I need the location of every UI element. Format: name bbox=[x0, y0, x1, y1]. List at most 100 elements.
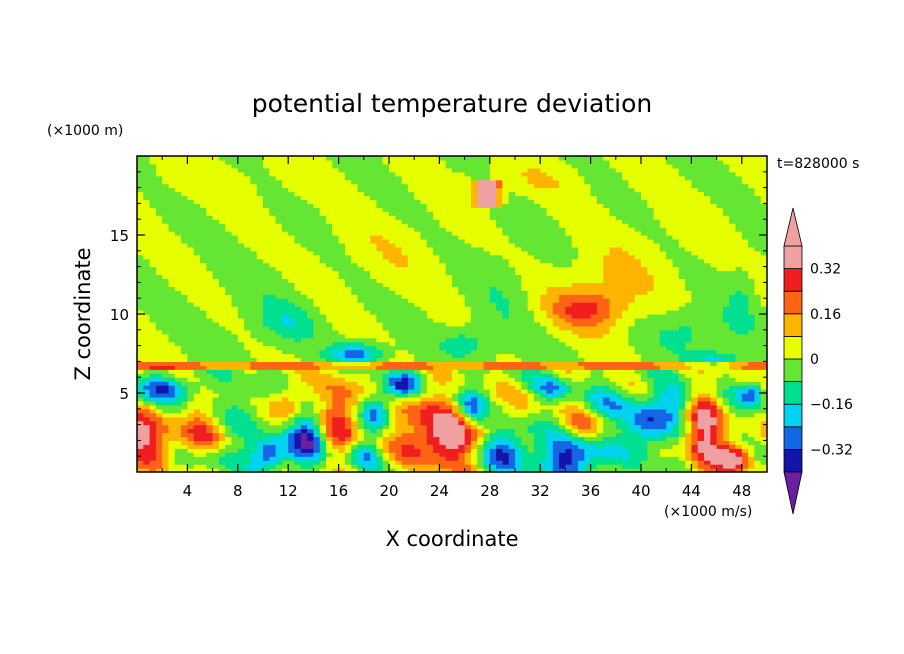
contour-cell bbox=[622, 416, 629, 422]
contour-cell bbox=[470, 408, 478, 414]
contour-cell bbox=[622, 456, 629, 461]
contour-cell bbox=[502, 310, 510, 315]
contour-cell bbox=[382, 325, 390, 331]
contour-cell bbox=[716, 361, 724, 366]
contour-cell bbox=[445, 400, 453, 406]
contour-cell bbox=[748, 294, 755, 299]
contour-cell bbox=[508, 317, 516, 323]
contour-cell bbox=[269, 282, 277, 287]
contour-cell bbox=[363, 337, 371, 343]
contour-cell bbox=[263, 310, 270, 315]
contour-cell bbox=[281, 412, 289, 418]
contour-cell bbox=[193, 424, 201, 430]
contour-cell bbox=[641, 306, 648, 311]
contour-cell bbox=[269, 329, 277, 335]
contour-cell bbox=[174, 310, 182, 315]
contour-cell bbox=[508, 286, 516, 291]
contour-cell bbox=[754, 365, 762, 370]
contour-cell bbox=[401, 329, 409, 335]
contour-cell bbox=[578, 381, 585, 386]
contour-cell bbox=[672, 325, 680, 331]
contour-cell bbox=[729, 440, 737, 445]
contour-cell bbox=[735, 416, 743, 422]
contour-cell bbox=[678, 460, 686, 465]
contour-cell bbox=[313, 416, 321, 422]
contour-cell bbox=[363, 408, 371, 414]
contour-cell bbox=[319, 333, 327, 339]
contour-cell bbox=[218, 408, 226, 414]
contour-cell bbox=[540, 302, 548, 307]
contour-cell bbox=[496, 294, 503, 299]
contour-cell bbox=[319, 353, 327, 359]
contour-cell bbox=[281, 464, 289, 469]
contour-cell bbox=[307, 310, 314, 315]
contour-cell bbox=[508, 460, 516, 465]
contour-cell bbox=[439, 468, 447, 472]
contour-cell bbox=[634, 317, 642, 323]
contour-cell bbox=[363, 436, 371, 441]
contour-cell bbox=[685, 377, 692, 382]
contour-cell bbox=[697, 345, 705, 351]
contour-cell bbox=[237, 361, 245, 366]
contour-cell bbox=[578, 361, 585, 366]
contour-cell bbox=[615, 432, 623, 438]
contour-cell bbox=[313, 365, 321, 370]
contour-cell bbox=[496, 361, 503, 366]
contour-cell bbox=[244, 274, 251, 280]
contour-cell bbox=[540, 393, 548, 398]
contour-cell bbox=[729, 329, 737, 335]
contour-cell bbox=[401, 369, 409, 374]
contour-cell bbox=[489, 317, 497, 323]
contour-cell bbox=[269, 321, 277, 327]
contour-cell bbox=[250, 317, 258, 323]
contour-cell bbox=[149, 286, 157, 291]
contour-cell bbox=[313, 428, 321, 434]
contour-cell bbox=[281, 452, 289, 457]
contour-cell bbox=[389, 314, 396, 319]
contour-cell bbox=[477, 298, 485, 303]
contour-cell bbox=[382, 337, 390, 343]
contour-cell bbox=[212, 345, 220, 351]
contour-cell bbox=[653, 400, 661, 406]
contour-cell bbox=[748, 464, 755, 469]
contour-cell bbox=[622, 325, 629, 331]
contour-cell bbox=[288, 298, 296, 303]
contour-cell bbox=[407, 341, 415, 347]
contour-cell bbox=[754, 448, 762, 453]
contour-cell bbox=[458, 416, 466, 422]
contour-cell bbox=[477, 396, 485, 402]
contour-cell bbox=[615, 278, 623, 283]
contour-cell bbox=[571, 396, 579, 402]
contour-cell bbox=[678, 389, 686, 394]
contour-cell bbox=[685, 325, 692, 331]
contour-cell bbox=[426, 432, 434, 438]
contour-cell bbox=[666, 345, 674, 351]
contour-cell bbox=[206, 440, 214, 445]
contour-cell bbox=[263, 468, 270, 472]
contour-cell bbox=[426, 314, 434, 319]
contour-cell bbox=[521, 381, 529, 386]
contour-cell bbox=[710, 428, 718, 434]
contour-cell bbox=[275, 357, 283, 362]
contour-cell bbox=[319, 396, 327, 402]
contour-cell bbox=[401, 353, 409, 359]
contour-cell bbox=[407, 464, 415, 469]
contour-cell bbox=[445, 329, 453, 335]
contour-cell bbox=[704, 468, 711, 472]
contour-cell bbox=[376, 400, 384, 406]
contour-cell bbox=[433, 404, 440, 410]
contour-cell bbox=[433, 349, 440, 355]
contour-cell bbox=[363, 317, 371, 323]
contour-cell bbox=[143, 464, 151, 469]
contour-cell bbox=[445, 381, 453, 386]
contour-cell bbox=[666, 337, 674, 343]
contour-cell bbox=[231, 385, 239, 390]
contour-cell bbox=[351, 337, 359, 343]
contour-cell bbox=[193, 393, 201, 398]
contour-cell bbox=[590, 452, 598, 457]
contour-cell bbox=[288, 448, 296, 453]
contour-cell bbox=[666, 408, 674, 414]
contour-cell bbox=[445, 385, 453, 390]
contour-cell bbox=[250, 464, 258, 469]
contour-cell bbox=[281, 381, 289, 386]
